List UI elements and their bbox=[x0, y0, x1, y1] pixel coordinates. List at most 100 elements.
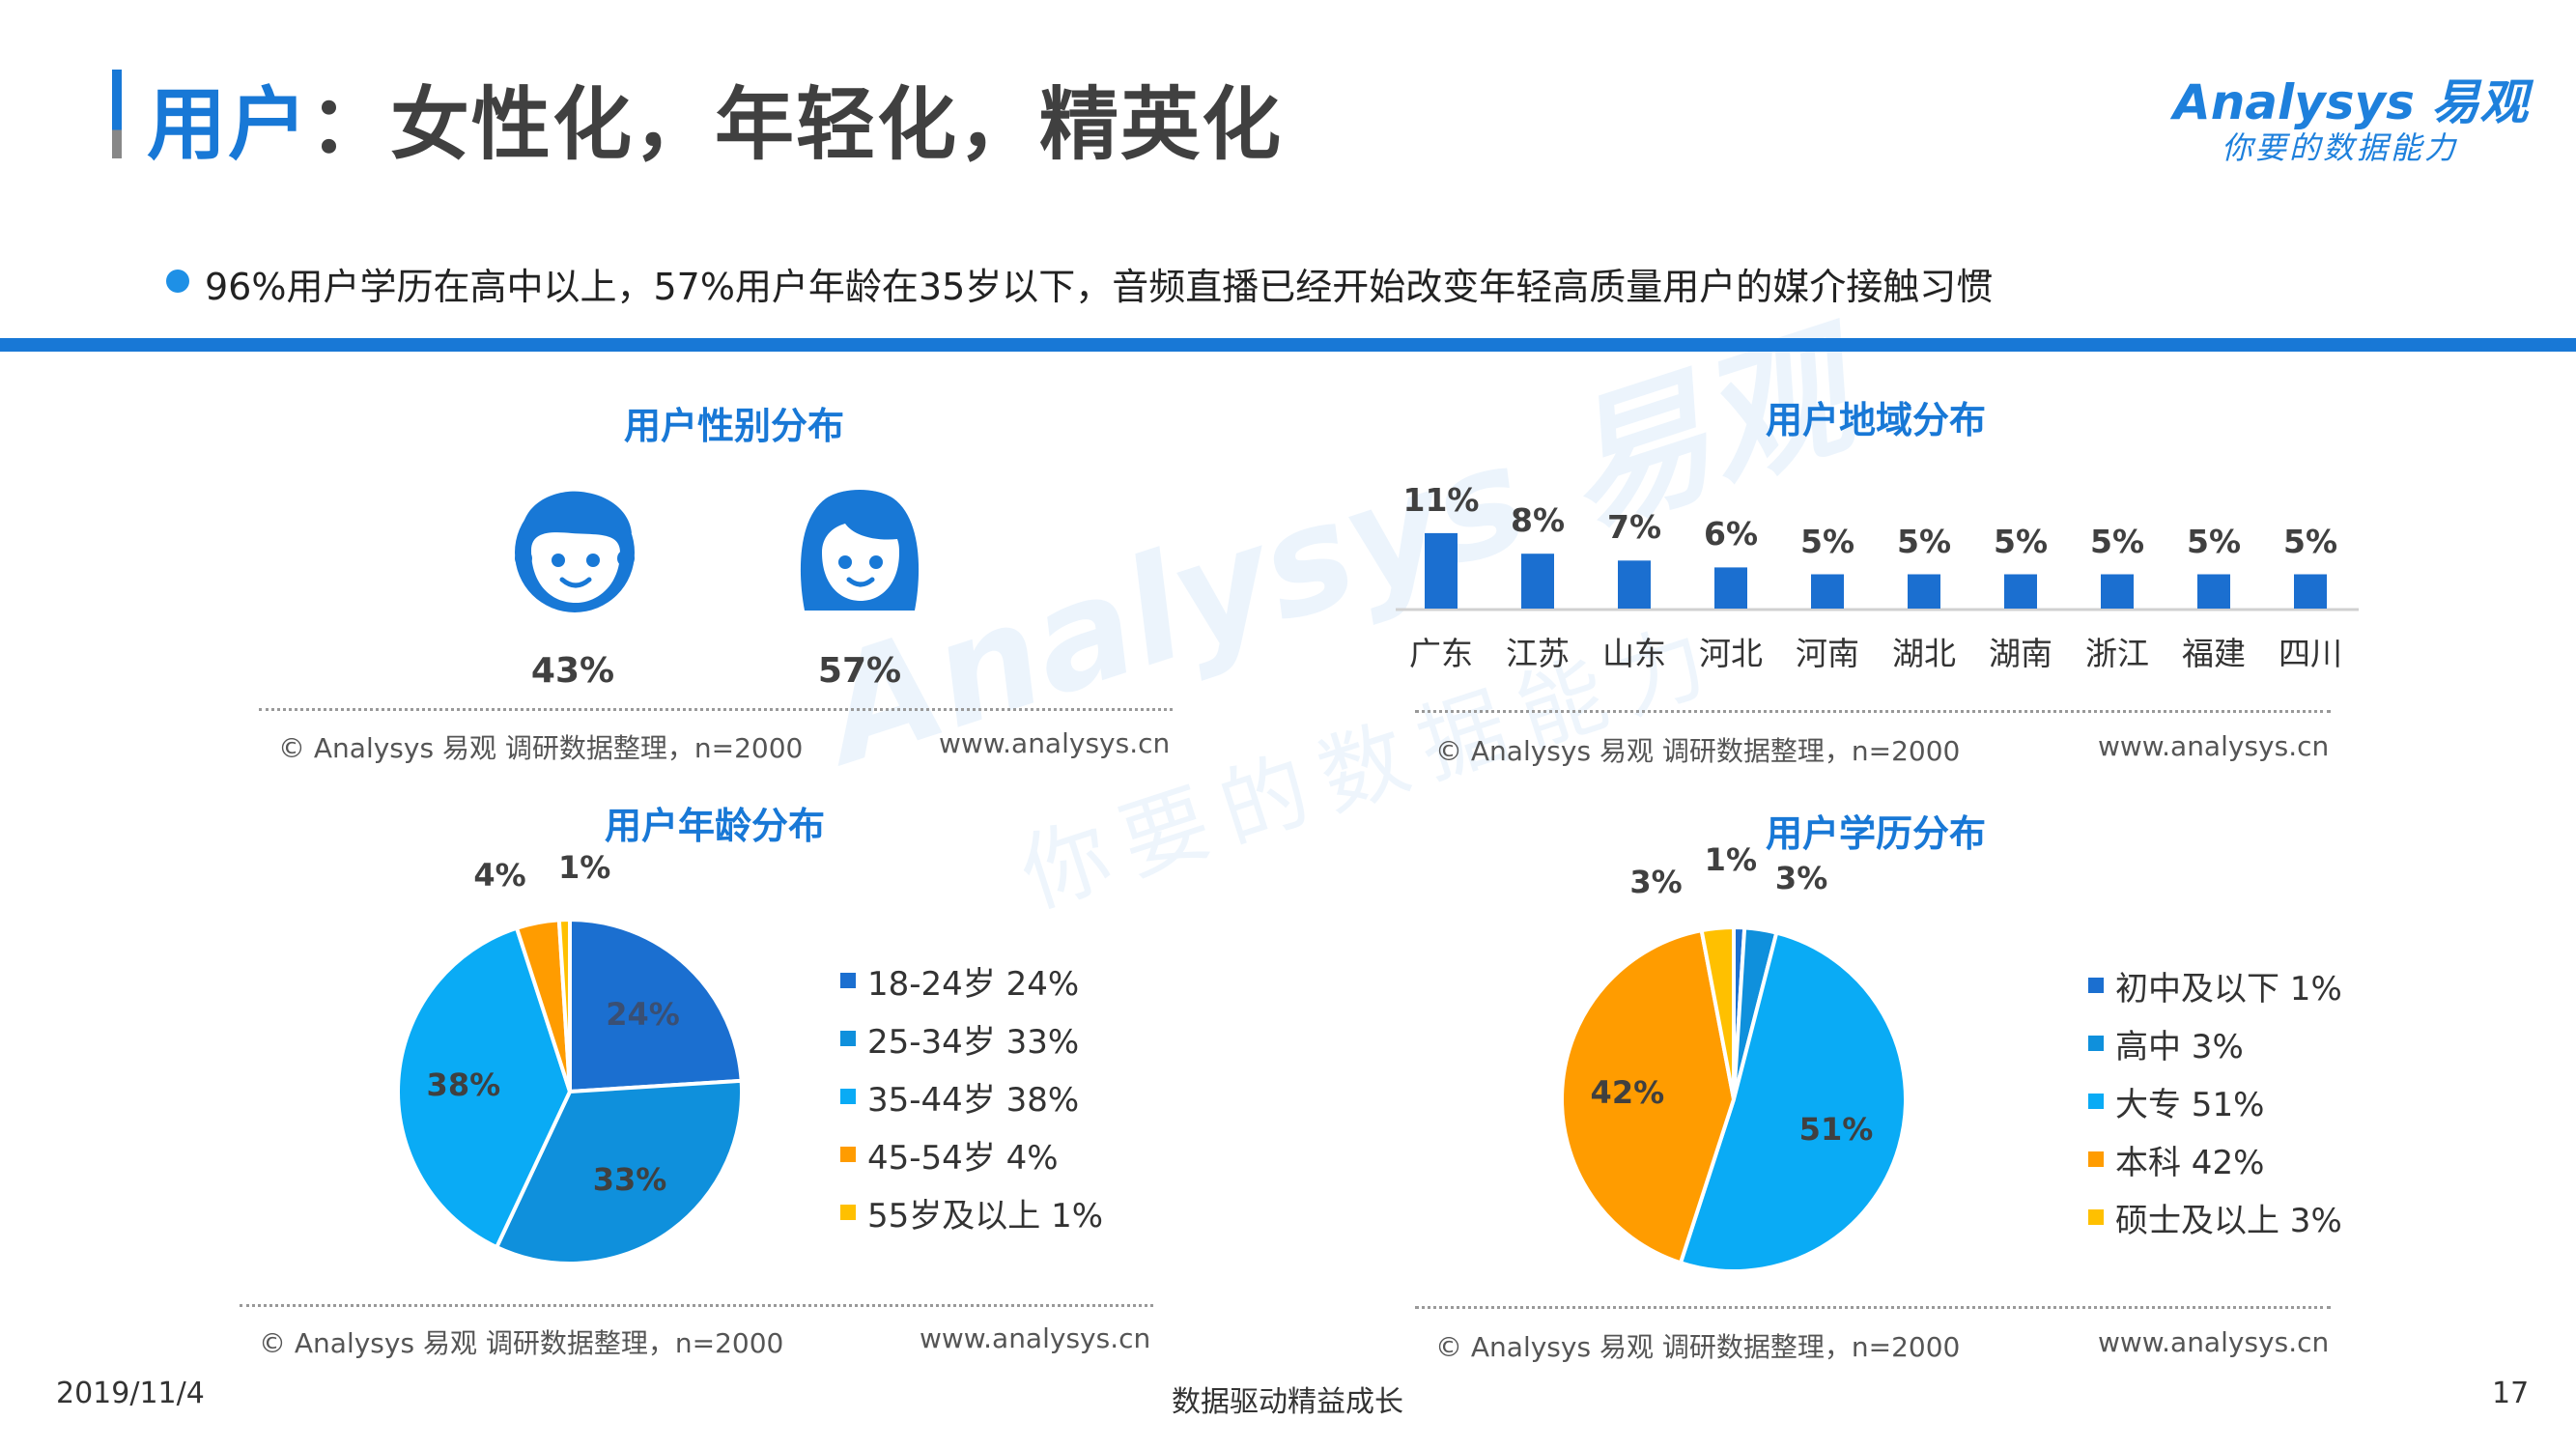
education-source-divider bbox=[1415, 1306, 2331, 1309]
age-panel-title: 用户年龄分布 bbox=[604, 805, 826, 847]
edu-slice-label: 3% bbox=[1774, 859, 1828, 896]
region-bar-广东 bbox=[1425, 532, 1458, 609]
region-source-divider bbox=[1415, 710, 2331, 713]
age-legend-label: 55岁及以上 1% bbox=[867, 1196, 1104, 1236]
age-legend-swatch bbox=[840, 973, 856, 988]
region-bar-value-label: 5% bbox=[1896, 522, 1952, 560]
gender-male-pct: 43% bbox=[530, 651, 615, 691]
edu-legend-swatch bbox=[2088, 1151, 2104, 1167]
education-pie-chart bbox=[1560, 924, 1908, 1273]
region-bar-value-label: 5% bbox=[2186, 522, 2242, 560]
age-legend-item: 45-54岁 4% bbox=[840, 1125, 1103, 1183]
region-bar-四川 bbox=[2294, 574, 2327, 609]
age-legend-swatch bbox=[840, 1205, 856, 1220]
education-source-note: © Analysys 易观 调研数据整理，n=2000 bbox=[1435, 1331, 1961, 1363]
edu-legend-label: 高中 3% bbox=[2115, 1027, 2244, 1066]
education-panel-title: 用户学历分布 bbox=[1765, 812, 1987, 855]
edu-slice-label: 1% bbox=[1704, 841, 1758, 879]
age-legend-label: 18-24岁 24% bbox=[867, 964, 1080, 1004]
age-legend-item: 18-24岁 24% bbox=[840, 952, 1103, 1009]
region-panel-title: 用户地域分布 bbox=[1765, 399, 1987, 441]
edu-legend-label: 硕士及以上 3% bbox=[2115, 1201, 2342, 1240]
age-slice-label: 33% bbox=[592, 1161, 667, 1199]
region-bar-category-label: 湖北 bbox=[1892, 635, 1956, 672]
age-legend-swatch bbox=[840, 1089, 856, 1104]
gender-source-url: www.analysys.cn bbox=[939, 727, 1171, 759]
title-rest: ：女性化，年轻化，精英化 bbox=[309, 79, 1284, 171]
title-accent-bar bbox=[112, 70, 122, 158]
age-legend-item: 25-34岁 33% bbox=[840, 1009, 1103, 1067]
gender-source-divider bbox=[259, 708, 1173, 711]
region-bar-value-label: 11% bbox=[1402, 480, 1480, 519]
region-bar-value-label: 8% bbox=[1510, 501, 1566, 540]
age-slice-label: 24% bbox=[606, 995, 680, 1033]
region-bar-浙江 bbox=[2101, 574, 2134, 609]
region-bar-category-label: 四川 bbox=[2279, 635, 2342, 672]
gender-source-note: © Analysys 易观 调研数据整理，n=2000 bbox=[278, 732, 804, 764]
region-bar-value-label: 7% bbox=[1606, 508, 1662, 547]
girl-face-icon bbox=[800, 490, 920, 611]
education-source-url: www.analysys.cn bbox=[2098, 1326, 2330, 1358]
edu-slice-label: 42% bbox=[1590, 1074, 1665, 1112]
age-source-divider bbox=[240, 1304, 1153, 1307]
edu-legend-label: 大专 51% bbox=[2115, 1085, 2265, 1124]
edu-slice-硕士及以上 bbox=[1699, 924, 1736, 1100]
boy-face-icon bbox=[515, 491, 635, 612]
region-bar-category-label: 山东 bbox=[1602, 635, 1666, 672]
page-number: 17 bbox=[2492, 1377, 2530, 1410]
edu-slice-大专 bbox=[1678, 930, 1908, 1273]
age-legend-label: 45-54岁 4% bbox=[867, 1138, 1059, 1178]
age-slice-18-24岁 bbox=[568, 917, 744, 1094]
region-source-note: © Analysys 易观 调研数据整理，n=2000 bbox=[1435, 735, 1961, 767]
logo-slogan: 你要的数据能力 bbox=[2222, 129, 2459, 166]
region-bar-湖北 bbox=[1908, 574, 1940, 609]
title-highlight: 用户 bbox=[147, 79, 310, 171]
region-bar-福建 bbox=[2197, 574, 2230, 609]
age-legend-swatch bbox=[840, 1031, 856, 1046]
edu-slice-label: 3% bbox=[1629, 863, 1683, 900]
edu-legend-item: 本科 42% bbox=[2088, 1130, 2342, 1188]
age-pie-chart bbox=[396, 917, 744, 1265]
age-source-url: www.analysys.cn bbox=[920, 1322, 1151, 1354]
region-bar-category-label: 江苏 bbox=[1506, 635, 1570, 672]
region-source-url: www.analysys.cn bbox=[2098, 730, 2330, 762]
region-bar-value-label: 6% bbox=[1703, 515, 1759, 554]
region-bar-value-label: 5% bbox=[2282, 522, 2338, 560]
gender-female-pct: 57% bbox=[817, 651, 902, 691]
gender-panel-title: 用户性别分布 bbox=[623, 405, 845, 447]
edu-legend-label: 本科 42% bbox=[2115, 1143, 2265, 1182]
footer-tagline: 数据驱动精益成长 bbox=[1172, 1385, 1403, 1419]
edu-legend-label: 初中及以下 1% bbox=[2115, 969, 2342, 1009]
age-legend-item: 55岁及以上 1% bbox=[840, 1183, 1103, 1241]
edu-legend-item: 初中及以下 1% bbox=[2088, 956, 2342, 1014]
footer-date: 2019/11/4 bbox=[56, 1377, 205, 1410]
edu-slice-本科 bbox=[1560, 927, 1737, 1265]
region-bar-山东 bbox=[1618, 560, 1651, 609]
age-slice-35-44岁 bbox=[396, 925, 573, 1250]
region-bar-category-label: 河北 bbox=[1699, 635, 1763, 672]
header-divider bbox=[0, 338, 2576, 352]
region-bar-category-label: 福建 bbox=[2182, 635, 2246, 672]
edu-legend-item: 高中 3% bbox=[2088, 1014, 2342, 1072]
age-slice-25-34岁 bbox=[494, 1078, 744, 1265]
region-bar-category-label: 河南 bbox=[1796, 635, 1859, 672]
edu-legend-swatch bbox=[2088, 1094, 2104, 1109]
region-bar-category-label: 湖南 bbox=[1989, 635, 2052, 672]
edu-slice-label: 51% bbox=[1798, 1110, 1874, 1148]
edu-legend-swatch bbox=[2088, 978, 2104, 993]
education-legend: 初中及以下 1% 高中 3% 大专 51% 本科 42% 硕士及以上 3% bbox=[2088, 956, 2342, 1246]
region-bar-河北 bbox=[1714, 567, 1747, 609]
age-source-note: © Analysys 易观 调研数据整理，n=2000 bbox=[259, 1327, 784, 1359]
region-bar-value-label: 5% bbox=[1993, 522, 2049, 560]
summary-bullet: 96%用户学历在高中以上，57%用户年龄在35岁以下，音频直播已经开始改变年轻高… bbox=[205, 266, 1994, 308]
age-slice-55岁及以上 bbox=[556, 917, 572, 1093]
age-legend: 18-24岁 24% 25-34岁 33% 35-44岁 38% 45-54岁 4% 5… bbox=[840, 952, 1103, 1241]
analysys-logo: Analysys 易观 bbox=[2173, 74, 2529, 130]
edu-legend-item: 大专 51% bbox=[2088, 1072, 2342, 1130]
age-legend-label: 25-34岁 33% bbox=[867, 1022, 1080, 1062]
region-bar-value-label: 5% bbox=[1799, 522, 1855, 560]
age-slice-label: 38% bbox=[426, 1066, 501, 1104]
page-title: 用户：女性化，年轻化，精英化 bbox=[147, 60, 1283, 175]
age-legend-item: 35-44岁 38% bbox=[840, 1067, 1103, 1125]
region-bar-chart bbox=[1396, 532, 2359, 611]
